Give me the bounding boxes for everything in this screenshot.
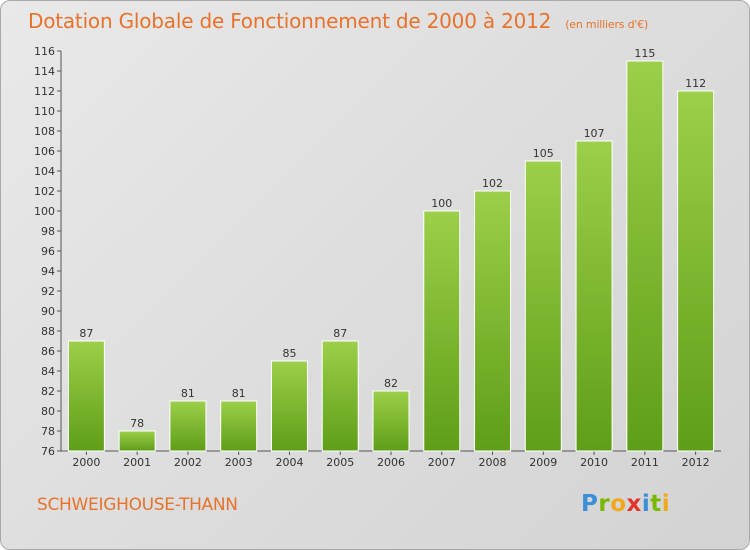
commune-name: SCHWEIGHOUSE-THANN [37, 495, 238, 515]
bar-value-label: 105 [533, 147, 554, 160]
chart-axes: 76 78 80 82 84 86 88 90 92 94 96 98 100 102 104 106 108 1… [34, 45, 721, 469]
y-tick-label: 104 [34, 165, 55, 178]
y-tick-label: 114 [34, 65, 55, 78]
bar [118, 430, 156, 452]
bar-value-label: 102 [482, 177, 503, 190]
bar-value-label: 87 [333, 327, 347, 340]
y-tick-label: 76 [41, 445, 55, 458]
y-tick-label: 92 [41, 285, 55, 298]
logo-letter: t [650, 491, 662, 517]
bar-value-label: 107 [584, 127, 605, 140]
bar-value-label: 82 [384, 377, 398, 390]
x-tick-label: 2000 [72, 456, 100, 469]
x-tick-label: 2011 [631, 456, 659, 469]
bar-value-label: 87 [79, 327, 93, 340]
x-tick-label: 2003 [225, 456, 253, 469]
y-tick-label: 88 [41, 325, 55, 338]
y-tick-label: 108 [34, 125, 55, 138]
y-tick-label: 86 [41, 345, 55, 358]
bar [321, 340, 359, 452]
x-tick-label: 2004 [275, 456, 303, 469]
y-tick-label: 80 [41, 405, 55, 418]
y-tick-label: 98 [41, 225, 55, 238]
x-tick-label: 2009 [529, 456, 557, 469]
bar-value-label: 115 [634, 47, 655, 60]
y-tick-label: 116 [34, 45, 55, 58]
bar [423, 210, 461, 452]
x-tick-label: 2006 [377, 456, 405, 469]
bar [575, 140, 613, 452]
y-tick-label: 94 [41, 265, 55, 278]
logo-letter: x [626, 491, 642, 517]
y-tick-label: 102 [34, 185, 55, 198]
y-tick-label: 96 [41, 245, 55, 258]
chart-title: Dotation Globale de Fonctionnement de 20… [28, 9, 648, 33]
y-tick-label: 78 [41, 425, 55, 438]
chart-bars: 87 78 81 81 85 87 82 100 102 105 107 115 112 [67, 47, 715, 452]
bar [270, 360, 308, 452]
bar [474, 190, 512, 452]
x-tick-label: 2012 [682, 456, 710, 469]
logo-letter: P [581, 491, 599, 517]
logo-letter: i [641, 491, 651, 517]
bar [220, 400, 258, 452]
bar [67, 340, 105, 452]
bar-value-label: 85 [282, 347, 296, 360]
chart-title-text: Dotation Globale de Fonctionnement de 20… [28, 9, 552, 33]
x-tick-label: 2005 [326, 456, 354, 469]
bar-value-label: 81 [181, 387, 195, 400]
x-tick-label: 2002 [174, 456, 202, 469]
x-tick-label: 2007 [428, 456, 456, 469]
bar [372, 390, 410, 452]
x-tick-label: 2008 [479, 456, 507, 469]
bar [169, 400, 207, 452]
x-tick-label: 2001 [123, 456, 151, 469]
bar [524, 160, 562, 452]
x-tick-label: 2010 [580, 456, 608, 469]
y-tick-label: 82 [41, 385, 55, 398]
y-tick-label: 90 [41, 305, 55, 318]
proxiti-logo[interactable]: Proxiti [581, 491, 670, 517]
bar-value-label: 78 [130, 417, 144, 430]
bar-value-label: 100 [431, 197, 452, 210]
y-tick-label: 100 [34, 205, 55, 218]
logo-letter: o [610, 491, 627, 517]
bar [677, 90, 715, 452]
y-tick-label: 112 [34, 85, 55, 98]
y-tick-label: 106 [34, 145, 55, 158]
logo-letter: i [661, 491, 671, 517]
bar-value-label: 112 [685, 77, 706, 90]
bar-value-label: 81 [232, 387, 246, 400]
logo-letter: r [598, 491, 611, 517]
bar [626, 60, 664, 452]
y-tick-label: 84 [41, 365, 55, 378]
y-tick-label: 110 [34, 105, 55, 118]
chart-unit: (en milliers d'€) [565, 18, 649, 31]
